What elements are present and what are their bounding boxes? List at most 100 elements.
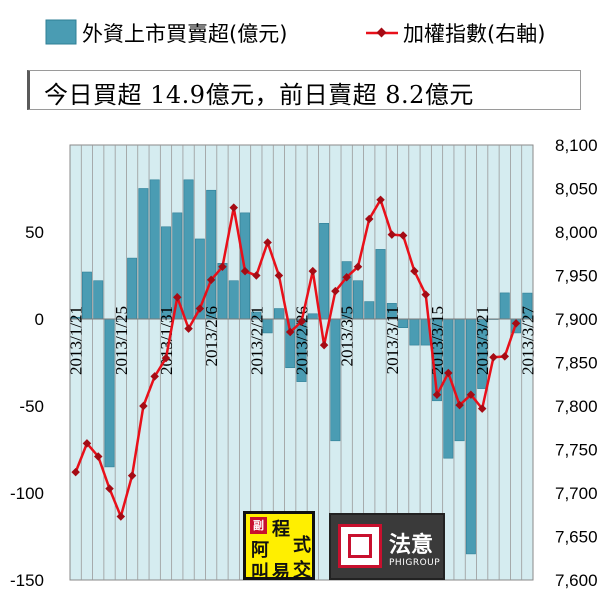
logo-left-char: 程 <box>272 519 290 540</box>
bar <box>499 292 510 320</box>
logo-left-char: 易 <box>272 562 290 583</box>
index-point <box>218 262 227 272</box>
index-point <box>421 290 430 299</box>
right-tick-label: 8,050 <box>555 180 598 199</box>
index-point <box>240 266 250 276</box>
logo-left-char: 叫 <box>251 562 269 583</box>
left-tick-label: -100 <box>10 484 44 503</box>
summary-box: 今日買超 14.9億元，前日賣超 8.2億元 <box>27 70 581 110</box>
right-tick-label: 7,600 <box>555 571 598 590</box>
index-markers <box>71 195 521 521</box>
index-point <box>477 404 487 413</box>
date-label: 2013/2/26 <box>293 306 312 375</box>
index-point <box>342 272 351 282</box>
index-point <box>365 214 374 224</box>
bar <box>409 318 420 346</box>
index-point <box>455 400 464 410</box>
left-tick-label: 0 <box>35 310 44 329</box>
right-tick-label: 7,650 <box>555 528 598 547</box>
index-point <box>297 317 306 326</box>
index-point <box>229 203 238 212</box>
index-point <box>263 238 272 247</box>
date-label: 2013/2/6 <box>202 306 221 366</box>
right-tick-label: 7,700 <box>555 484 598 503</box>
index-point <box>161 353 171 363</box>
right-tick-label: 7,850 <box>555 354 598 373</box>
index-point <box>376 195 385 205</box>
bar <box>273 308 284 320</box>
index-point <box>82 439 92 448</box>
index-point <box>252 271 261 280</box>
index-point <box>444 368 453 378</box>
logo-left-char: 交 <box>293 560 311 581</box>
date-label: 2013/3/11 <box>383 306 402 374</box>
logo-right-brand: 法意 <box>389 533 434 558</box>
index-point <box>195 304 205 313</box>
left-tick-label: -150 <box>10 571 44 590</box>
index-point <box>432 390 442 399</box>
legend-line-label: 加權指數(右軸) <box>403 22 545 46</box>
date-labels: 2013/1/21 2013/1/25 2013/1/31 2013/2/6 2013/… <box>67 306 538 375</box>
index-point <box>93 452 103 461</box>
gridlines <box>80 145 523 580</box>
bar <box>93 280 104 320</box>
logo-left-mark: 副 <box>250 517 267 534</box>
legend-bar-label: 外資上市買賣超(億元) <box>82 22 287 46</box>
left-tick-label: -50 <box>19 397 44 416</box>
right-axis-ticks: 7,600 7,650 7,700 7,750 7,800 7,850 7,900 7,950… <box>555 136 598 590</box>
index-point <box>206 275 216 285</box>
index-point <box>274 271 284 280</box>
right-tick-label: 8,100 <box>555 136 598 155</box>
index-point <box>353 262 363 272</box>
logo-right-mark <box>338 524 382 568</box>
bar <box>454 318 465 442</box>
index-point <box>285 327 295 337</box>
bar <box>183 179 194 320</box>
bar <box>149 179 160 320</box>
index-point <box>331 286 340 296</box>
bar <box>206 189 217 320</box>
bar <box>364 301 375 320</box>
bar <box>138 188 149 320</box>
index-point <box>308 266 318 276</box>
logo-left: 副 程 式 交 阿 叫 易 <box>243 511 315 583</box>
index-point <box>139 401 148 411</box>
index-point <box>127 471 137 480</box>
logo-left-char: 阿 <box>251 540 269 561</box>
index-point <box>511 319 521 328</box>
index-point <box>150 372 159 381</box>
date-label: 2013/3/27 <box>518 306 537 375</box>
bar <box>161 226 171 320</box>
index-point <box>319 340 329 350</box>
left-tick-label: 50 <box>25 223 44 242</box>
right-tick-label: 7,900 <box>555 310 598 329</box>
legend-line-marker <box>376 27 387 38</box>
right-tick-label: 7,950 <box>555 267 598 286</box>
index-point <box>173 293 182 302</box>
right-tick-label: 8,000 <box>555 223 598 242</box>
logo-right-sub: PHIGROUP <box>389 558 441 568</box>
index-point <box>105 484 114 493</box>
date-label: 2013/1/25 <box>112 306 131 375</box>
index-point <box>466 390 476 399</box>
right-tick-label: 7,800 <box>555 397 598 416</box>
left-axis-ticks: -150 -100 -50 0 50 <box>10 223 44 590</box>
bar <box>228 280 239 320</box>
index-point <box>387 230 397 239</box>
index-point <box>410 266 419 276</box>
index-point <box>398 231 408 240</box>
date-label: 2013/3/5 <box>338 306 357 366</box>
summary-text: 今日買超 14.9億元，前日賣超 8.2億元 <box>44 81 474 109</box>
index-point <box>489 353 498 362</box>
index-point <box>184 324 193 333</box>
logo-right: 法意 PHIGROUP <box>329 513 445 580</box>
legend: 外資上市買賣超(億元) 加權指數(右軸) <box>45 19 545 46</box>
right-tick-label: 7,750 <box>555 441 598 460</box>
bar <box>319 223 330 320</box>
date-label: 2013/1/21 <box>67 306 86 375</box>
logo-left-char: 式 <box>293 535 311 556</box>
index-point <box>500 352 510 361</box>
date-label: 2013/3/21 <box>473 306 492 375</box>
index-point <box>71 467 80 477</box>
